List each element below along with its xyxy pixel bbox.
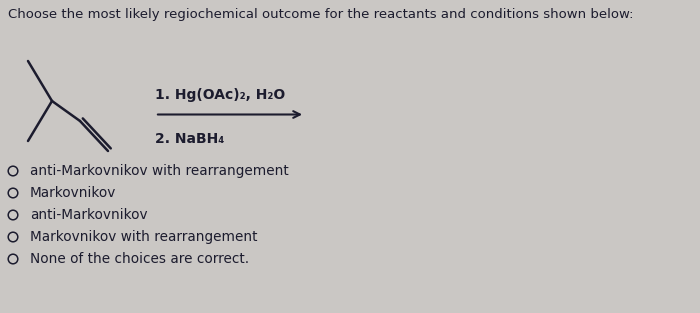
Text: 1. Hg(OAc)₂, H₂O: 1. Hg(OAc)₂, H₂O	[155, 88, 286, 102]
Text: Choose the most likely regiochemical outcome for the reactants and conditions sh: Choose the most likely regiochemical out…	[8, 8, 634, 21]
Text: 2. NaBH₄: 2. NaBH₄	[155, 132, 225, 146]
Text: None of the choices are correct.: None of the choices are correct.	[30, 252, 249, 266]
Text: Markovnikov with rearrangement: Markovnikov with rearrangement	[30, 230, 258, 244]
Text: anti-Markovnikov: anti-Markovnikov	[30, 208, 148, 222]
Text: Markovnikov: Markovnikov	[30, 186, 116, 200]
Text: anti-Markovnikov with rearrangement: anti-Markovnikov with rearrangement	[30, 164, 288, 178]
